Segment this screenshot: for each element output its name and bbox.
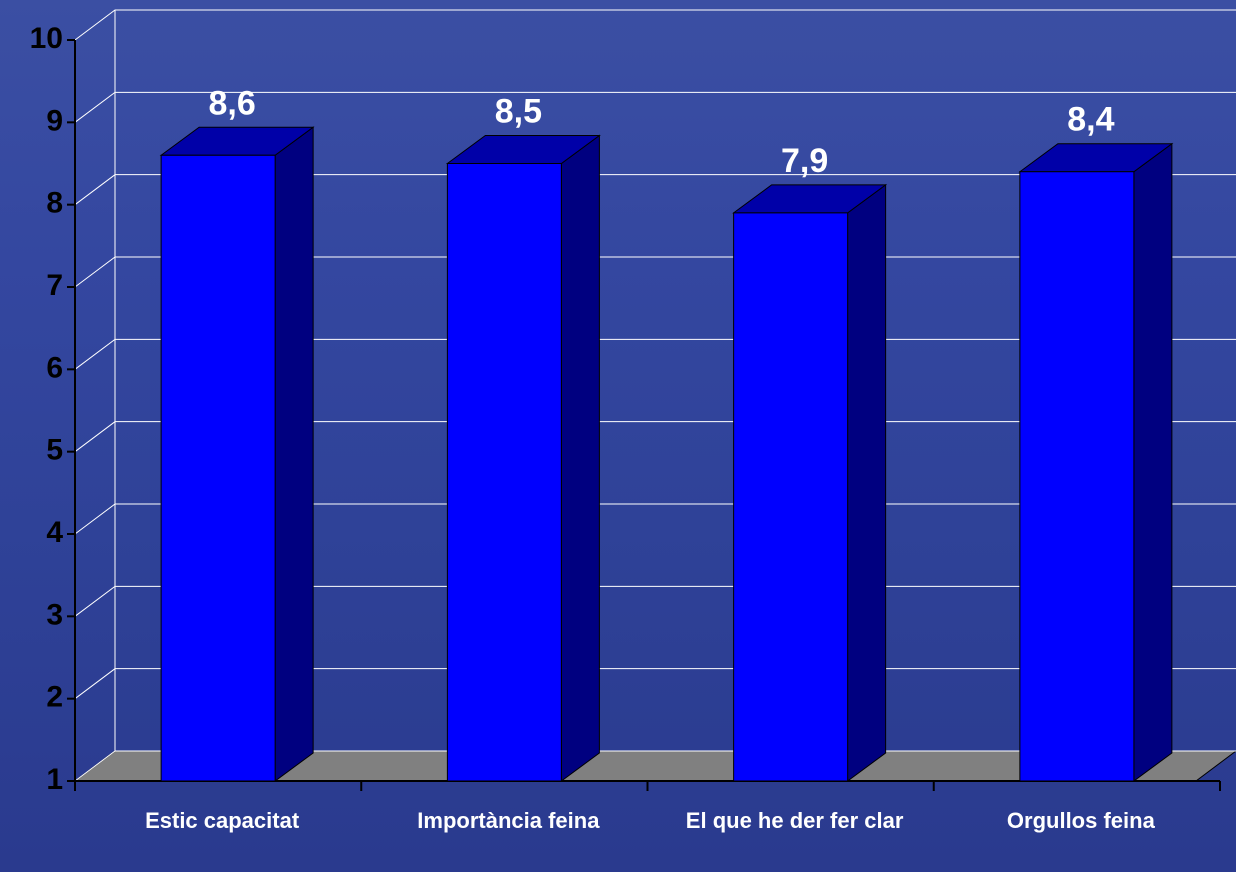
value-label: 8,6 xyxy=(208,84,255,122)
value-label: 8,5 xyxy=(495,92,542,130)
y-tick-label: 2 xyxy=(46,681,63,714)
value-label: 7,9 xyxy=(781,142,828,180)
x-tick-label: Orgullos feina xyxy=(1006,808,1155,833)
x-tick-label: Estic capacitat xyxy=(145,808,300,833)
bar xyxy=(160,154,276,782)
x-tick-label: El que he der fer clar xyxy=(685,808,904,833)
grid-line xyxy=(74,9,1236,41)
y-tick-label: 8 xyxy=(46,187,63,220)
x-tick-label: Importància feina xyxy=(417,808,600,833)
bar xyxy=(1019,171,1135,782)
grid-line xyxy=(74,174,1236,206)
y-tick-label: 7 xyxy=(46,269,63,302)
bar xyxy=(733,212,849,782)
y-tick-label: 5 xyxy=(46,434,63,467)
y-tick-label: 4 xyxy=(46,516,63,549)
y-tick-label: 3 xyxy=(46,598,63,631)
bar-side xyxy=(274,126,314,782)
value-label: 8,4 xyxy=(1067,101,1114,139)
y-tick-label: 1 xyxy=(46,763,63,796)
bar-side xyxy=(1133,142,1173,782)
bar-side xyxy=(847,183,887,782)
y-tick-label: 10 xyxy=(30,22,63,55)
y-tick-label: 6 xyxy=(46,351,63,384)
grid-line xyxy=(74,91,1236,123)
y-tick-label: 9 xyxy=(46,104,63,137)
bar xyxy=(446,163,562,782)
bar-side xyxy=(560,134,600,782)
